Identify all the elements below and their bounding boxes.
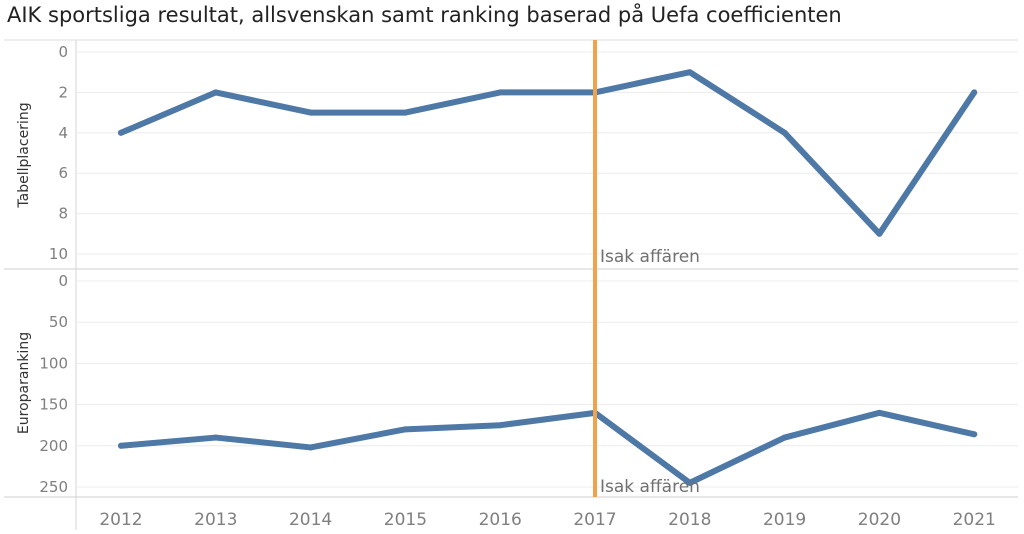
x-tick-label: 2018 — [668, 510, 711, 530]
y-tick-label: 4 — [58, 124, 68, 142]
series-line — [118, 409, 978, 486]
y-tick-label: 250 — [39, 478, 68, 496]
reference-line-label: Isak affären — [600, 247, 700, 267]
data-point — [402, 426, 409, 433]
reference-layer: Isak affären Isak affären — [593, 40, 700, 497]
x-tick-label: 2014 — [289, 510, 332, 530]
data-point — [971, 431, 978, 438]
data-point — [686, 69, 693, 76]
y-tick-label: 50 — [49, 313, 68, 331]
y-tick-label: 100 — [39, 354, 68, 372]
x-tick-label: 2020 — [858, 510, 901, 530]
y-tick-label: 200 — [39, 437, 68, 455]
chart-title: AIK sportsliga resultat, allsvenskan sam… — [7, 3, 842, 27]
data-point — [497, 89, 504, 96]
x-tick-label: 2019 — [763, 510, 806, 530]
y-tick-label: 8 — [58, 205, 68, 223]
series-line — [118, 69, 978, 237]
y-tick-label: 0 — [58, 272, 68, 290]
data-point — [307, 444, 314, 451]
y-tick-label: 10 — [49, 245, 68, 263]
y-tick-label: 6 — [58, 164, 68, 182]
x-tick-labels: 2012 2013 2014 2015 2016 2017 2018 2019 2020 2021 — [99, 510, 995, 530]
x-tick-label: 2013 — [194, 510, 237, 530]
y-tick-label: 150 — [39, 396, 68, 414]
x-tick-label: 2016 — [479, 510, 522, 530]
y-tick-label: 0 — [58, 43, 68, 61]
data-point — [212, 434, 219, 441]
data-point — [118, 442, 124, 449]
data-point — [212, 89, 219, 96]
data-point — [402, 109, 409, 116]
y-tick-label: 2 — [58, 83, 68, 101]
series-lines — [118, 69, 978, 486]
data-point — [971, 89, 978, 96]
data-point — [781, 434, 788, 441]
bottom-y-axis-title: Europaranking — [16, 332, 32, 434]
data-point — [497, 422, 504, 429]
data-point — [686, 479, 693, 486]
data-point — [781, 129, 788, 136]
x-tick-label: 2017 — [573, 510, 616, 530]
reference-line-label: Isak affären — [600, 477, 700, 497]
x-tick-label: 2021 — [953, 510, 996, 530]
data-point — [118, 129, 124, 136]
x-tick-label: 2012 — [99, 510, 142, 530]
top-y-axis-title: Tabellplacering — [16, 102, 32, 208]
data-point — [876, 230, 883, 237]
data-point — [876, 409, 883, 416]
data-point — [307, 109, 314, 116]
x-tick-label: 2015 — [384, 510, 427, 530]
